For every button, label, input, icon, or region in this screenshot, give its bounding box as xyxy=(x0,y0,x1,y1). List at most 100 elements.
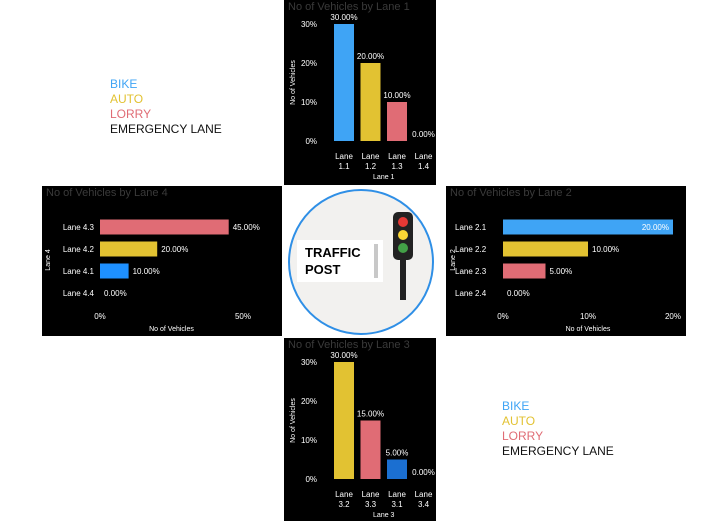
category-label: Lane 4.2 xyxy=(63,245,95,254)
x-axis-title: No of Vehicles xyxy=(566,326,611,333)
x-tick-label: 20% xyxy=(665,312,681,321)
data-label: 10.00% xyxy=(133,267,160,276)
legend-top: BIKE AUTO LORRY EMERGENCY LANE xyxy=(110,77,222,137)
x-axis-title: No of Vehicles xyxy=(149,326,194,333)
data-label: 15.00% xyxy=(357,410,384,419)
bar xyxy=(100,219,229,235)
data-label: 5.00% xyxy=(550,267,573,276)
x-axis-title: Lane 1 xyxy=(373,174,395,181)
category-label: Lane 4.1 xyxy=(63,267,95,276)
data-label: 0.00% xyxy=(507,289,530,298)
category-label: 1.2 xyxy=(365,162,377,171)
data-label: 20.00% xyxy=(642,223,669,232)
bar xyxy=(387,459,407,479)
category-label: Lane xyxy=(388,490,406,499)
category-label: Lane xyxy=(335,152,353,161)
legend-auto: AUTO xyxy=(110,92,144,106)
category-label: 1.3 xyxy=(391,162,403,171)
bar xyxy=(503,241,588,257)
category-label: 3.3 xyxy=(365,500,377,509)
category-label: Lane 2.4 xyxy=(455,289,487,298)
category-label: Lane xyxy=(362,490,380,499)
data-label: 0.00% xyxy=(412,130,435,139)
bar xyxy=(503,219,673,235)
bar xyxy=(360,420,381,479)
lane1-chart: 0%10%20%30%No of Vehicles30.00%Lane1.120… xyxy=(290,13,435,181)
category-label: 3.4 xyxy=(418,500,430,509)
category-label: 1.4 xyxy=(418,162,430,171)
lane4-chart-panel[interactable]: No of Vehicles by Lane 4 Lane 4.3 45.00% L… xyxy=(42,186,282,336)
legend-lorry: LORRY xyxy=(110,107,152,121)
lane2-chart-title: No of Vehicles by Lane 2 xyxy=(450,187,572,199)
bar xyxy=(387,102,407,141)
lane4-chart-title: No of Vehicles by Lane 4 xyxy=(46,187,168,199)
x-tick-label: 50% xyxy=(235,312,251,321)
legend-emergency-lane: EMERGENCY LANE xyxy=(502,444,614,458)
lane4-chart: Lane 4.3 45.00% Lane 4.2 20.00% Lane 4.1 10.0… xyxy=(45,219,260,333)
bar xyxy=(100,241,158,257)
traffic-post-divider xyxy=(374,244,378,278)
category-label: Lane 2.1 xyxy=(455,223,487,232)
category-label: 3.1 xyxy=(391,500,403,509)
x-tick-label: 10% xyxy=(580,312,596,321)
data-label: 30.00% xyxy=(330,13,357,22)
category-label: Lane 4.4 xyxy=(63,289,95,298)
legend-auto: AUTO xyxy=(502,414,536,428)
data-label: 10.00% xyxy=(383,91,410,100)
legend-bottom: BIKE AUTO LORRY EMERGENCY LANE xyxy=(502,399,614,459)
lane1-chart-title: No of Vehicles by Lane 1 xyxy=(288,1,410,13)
y-tick-label: 10% xyxy=(301,436,317,445)
data-label: 0.00% xyxy=(104,289,127,298)
lane2-chart: Lane 2.1 20.00% Lane 2.2 10.00% Lane 2.3 5.00… xyxy=(450,219,681,333)
bar xyxy=(360,63,381,141)
x-axis-title: Lane 3 xyxy=(373,512,395,519)
y-tick-label: 20% xyxy=(301,59,317,68)
lane3-chart-title: No of Vehicles by Lane 3 xyxy=(288,339,410,351)
traffic-post-line1: TRAFFIC xyxy=(305,245,361,260)
legend-lorry: LORRY xyxy=(502,429,544,443)
legend-bike: BIKE xyxy=(110,77,138,91)
data-label: 5.00% xyxy=(386,449,409,458)
category-label: 1.1 xyxy=(338,162,350,171)
y-tick-label: 30% xyxy=(301,20,317,29)
legend-bike: BIKE xyxy=(502,399,530,413)
bar xyxy=(334,362,354,479)
x-tick-label: 0% xyxy=(497,312,509,321)
category-label: 3.2 xyxy=(338,500,350,509)
y-axis-title: No of Vehicles xyxy=(290,60,297,105)
category-label: Lane 2.2 xyxy=(455,245,487,254)
y-tick-label: 30% xyxy=(301,358,317,367)
y-axis-title: No of Vehicles xyxy=(290,398,297,443)
lane3-chart-panel[interactable]: No of Vehicles by Lane 3 0% 10% 20% 30% No o… xyxy=(284,338,436,521)
y-tick-label: 0% xyxy=(305,137,317,146)
y-tick-label: 20% xyxy=(301,397,317,406)
category-label: Lane xyxy=(335,490,353,499)
category-label: Lane 4.3 xyxy=(63,223,95,232)
lane1-chart-panel[interactable]: No of Vehicles by Lane 1 0% 10% 20% 30% No o… xyxy=(284,0,436,185)
y-tick-label: 10% xyxy=(301,98,317,107)
traffic-post-box xyxy=(297,240,383,282)
traffic-post-label: TRAFFIC POST xyxy=(305,244,361,278)
legend-emergency-lane: EMERGENCY LANE xyxy=(110,122,222,136)
category-label: Lane xyxy=(415,152,433,161)
y-axis-title: Lane 2 xyxy=(450,249,457,271)
data-label: 30.00% xyxy=(330,351,357,360)
data-label: 10.00% xyxy=(592,245,619,254)
y-axis-title: Lane 4 xyxy=(45,249,52,271)
category-label: Lane 2.3 xyxy=(455,267,487,276)
bar xyxy=(503,263,546,279)
data-label: 45.00% xyxy=(233,223,260,232)
category-label: Lane xyxy=(415,490,433,499)
x-tick-label: 0% xyxy=(94,312,106,321)
category-label: Lane xyxy=(362,152,380,161)
data-label: 0.00% xyxy=(412,468,435,477)
y-tick-label: 0% xyxy=(305,475,317,484)
lane2-chart-panel[interactable]: No of Vehicles by Lane 2 Lane 2.1 20.00% L… xyxy=(446,186,686,336)
bar xyxy=(100,263,129,279)
traffic-light-icon xyxy=(393,212,413,300)
lane3-chart: 0%10%20%30%No of Vehicles30.00%Lane3.215… xyxy=(290,351,435,519)
bar xyxy=(334,24,354,141)
traffic-post-line2: POST xyxy=(305,262,341,277)
data-label: 20.00% xyxy=(161,245,188,254)
category-label: Lane xyxy=(388,152,406,161)
